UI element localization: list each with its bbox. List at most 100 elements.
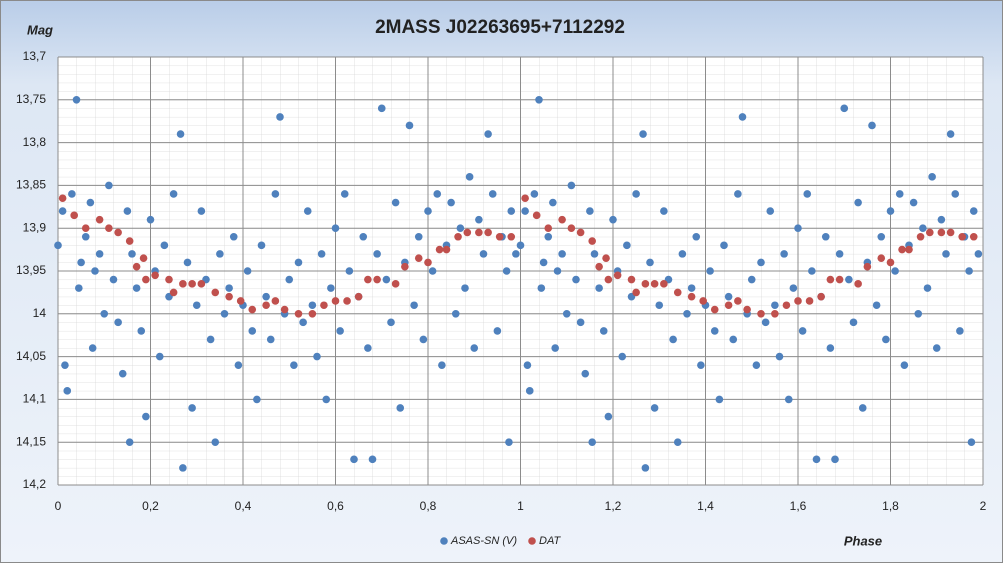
point	[891, 267, 899, 275]
point	[946, 228, 955, 237]
marks	[54, 96, 983, 472]
point	[895, 190, 904, 198]
point	[188, 280, 196, 288]
point	[414, 232, 423, 241]
point	[105, 181, 113, 190]
point	[678, 250, 687, 258]
point	[965, 267, 973, 275]
point	[470, 344, 479, 352]
point	[817, 292, 825, 301]
point	[176, 130, 185, 138]
point	[475, 228, 483, 237]
x-tick-label: 1,4	[697, 499, 714, 513]
x-tick-label: 0,8	[420, 499, 437, 513]
point	[197, 207, 206, 215]
point	[197, 280, 206, 288]
point	[803, 190, 812, 198]
point	[160, 241, 169, 250]
point	[706, 267, 714, 275]
point	[139, 254, 148, 262]
point	[211, 288, 220, 297]
point	[435, 245, 444, 254]
point	[505, 438, 513, 447]
point	[271, 297, 280, 305]
point	[100, 310, 109, 318]
legend-marker	[440, 537, 448, 545]
point	[872, 301, 881, 310]
point	[784, 395, 793, 404]
point	[886, 207, 895, 215]
point	[553, 267, 562, 275]
point	[507, 232, 516, 241]
point	[805, 297, 814, 305]
point	[463, 228, 472, 237]
point	[373, 275, 381, 284]
point	[858, 404, 867, 412]
point	[928, 173, 936, 181]
point	[551, 344, 559, 352]
point	[128, 250, 136, 258]
point	[142, 412, 150, 421]
point	[382, 275, 391, 284]
point	[63, 387, 72, 395]
point	[229, 232, 238, 241]
point	[734, 190, 742, 198]
point	[179, 280, 187, 288]
point	[604, 275, 613, 284]
point	[641, 464, 650, 472]
point	[660, 280, 668, 288]
point	[456, 224, 465, 232]
point	[290, 361, 298, 369]
x-tick-label: 1,6	[790, 499, 807, 513]
point	[125, 237, 134, 245]
point	[618, 352, 627, 361]
point	[391, 280, 400, 288]
point	[771, 310, 779, 318]
point	[567, 224, 576, 232]
point	[169, 288, 178, 297]
point	[220, 310, 229, 318]
point	[683, 310, 691, 318]
point	[183, 258, 192, 267]
x-tick-label: 0,6	[327, 499, 344, 513]
point	[782, 301, 791, 310]
point	[521, 207, 529, 215]
point	[405, 121, 414, 130]
y-axis-title: Mag	[27, 22, 53, 37]
point	[523, 361, 532, 369]
point	[942, 250, 950, 258]
point	[266, 335, 275, 344]
point	[558, 250, 566, 258]
point	[595, 284, 603, 292]
point	[673, 288, 682, 297]
point	[58, 194, 67, 203]
point	[969, 232, 978, 241]
point	[877, 232, 886, 241]
point	[958, 232, 966, 241]
point	[123, 207, 132, 215]
y-tick-label: 13,75	[16, 92, 46, 106]
point	[699, 297, 707, 305]
point	[354, 292, 363, 301]
point	[336, 327, 344, 335]
point	[447, 198, 455, 207]
point	[877, 254, 886, 262]
point	[461, 284, 469, 292]
point	[303, 207, 312, 215]
point	[95, 250, 104, 258]
point	[535, 96, 543, 104]
point	[845, 275, 853, 284]
point	[188, 404, 196, 412]
point	[308, 301, 317, 310]
point	[253, 395, 261, 404]
point	[581, 369, 590, 378]
point	[687, 292, 696, 301]
point	[729, 335, 738, 344]
point	[313, 352, 321, 361]
point	[236, 297, 245, 305]
point	[669, 335, 677, 344]
point	[794, 224, 802, 232]
point	[532, 211, 541, 220]
point	[613, 271, 622, 280]
